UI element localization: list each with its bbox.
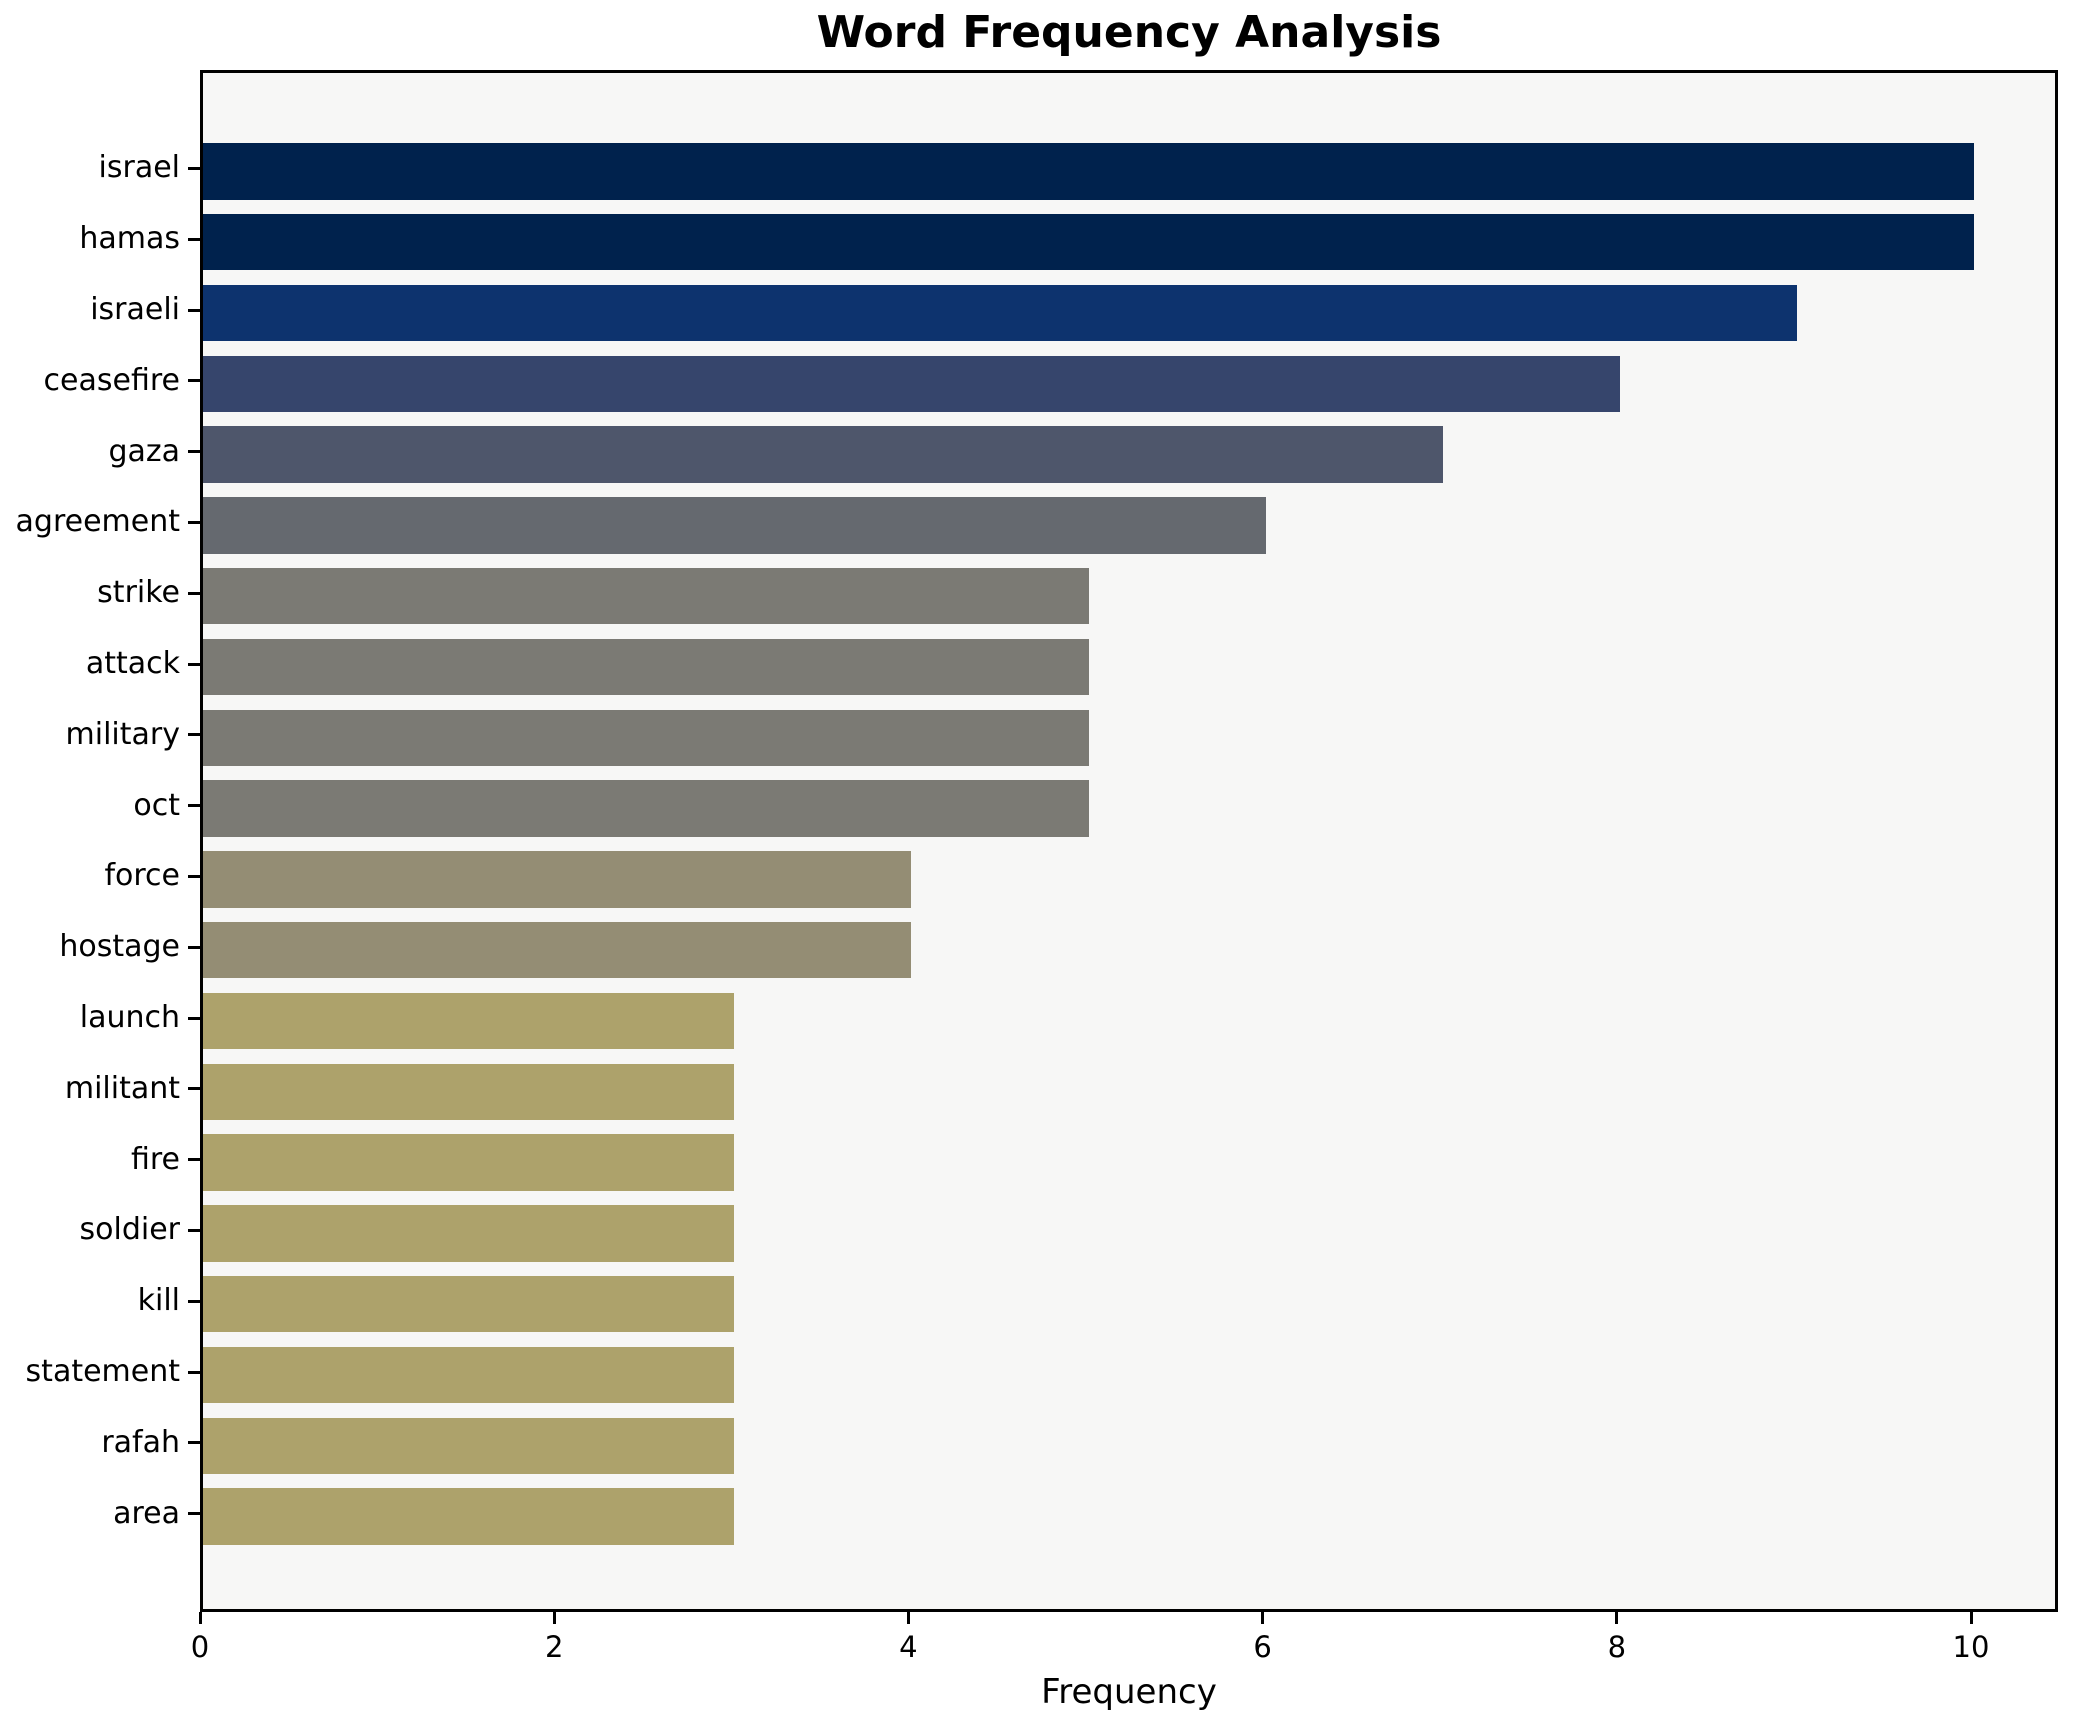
x-axis-label: Frequency: [1041, 1672, 1217, 1712]
y-tick-label-military: military: [65, 716, 180, 752]
bar-fire: [203, 1134, 735, 1191]
bar-force: [203, 851, 912, 908]
bar-statement: [203, 1346, 735, 1404]
x-tick-label-4: 4: [899, 1630, 918, 1664]
y-tick-label-israeli: israeli: [90, 292, 180, 327]
y-tick: [188, 874, 200, 878]
bar-strike: [203, 567, 1089, 625]
y-tick: [188, 166, 200, 170]
y-tick-label-area: area: [113, 1495, 180, 1531]
bar-agreement: [203, 497, 1266, 554]
y-tick: [188, 1441, 200, 1445]
y-tick-label-attack: attack: [85, 646, 180, 681]
x-tick-label-2: 2: [544, 1630, 564, 1664]
y-tick-label-gaza: gaza: [108, 433, 180, 469]
bar-gaza: [203, 426, 1443, 483]
x-tick-label-10: 10: [1952, 1630, 1990, 1664]
y-tick-label-kill: kill: [137, 1283, 180, 1319]
bar-militant: [203, 1063, 735, 1121]
y-tick: [188, 1158, 200, 1162]
y-tick: [188, 379, 200, 383]
y-tick: [188, 733, 200, 737]
chart-title: Word Frequency Analysis: [816, 7, 1442, 58]
y-tick-label-strike: strike: [97, 575, 180, 611]
x-tick: [1615, 1612, 1619, 1624]
y-tick: [188, 237, 200, 241]
y-tick: [188, 450, 200, 454]
y-tick-label-rafah: rafah: [101, 1424, 180, 1460]
y-tick: [188, 1299, 200, 1303]
bar-military: [203, 709, 1089, 767]
x-tick-label-6: 6: [1253, 1630, 1272, 1664]
x-tick: [1969, 1612, 1973, 1624]
bar-ceasefire: [203, 355, 1620, 413]
bar-israeli: [203, 284, 1797, 342]
y-tick-label-oct: oct: [133, 787, 180, 823]
y-tick: [188, 308, 200, 312]
bar-hamas: [203, 213, 1974, 271]
y-tick-label-militant: militant: [64, 1070, 180, 1106]
bar-soldier: [203, 1205, 735, 1262]
bar-launch: [203, 992, 735, 1050]
x-tick: [552, 1612, 556, 1624]
bar-area: [203, 1488, 735, 1545]
y-tick-label-ceasefire: ceasefire: [43, 362, 180, 398]
bar-israel: [203, 143, 1974, 200]
x-tick: [1261, 1612, 1265, 1624]
y-tick-label-launch: launch: [79, 1000, 180, 1035]
bar-rafah: [203, 1417, 735, 1475]
bar-attack: [203, 638, 1089, 696]
bar-oct: [203, 780, 1089, 837]
bar-kill: [203, 1275, 735, 1333]
y-tick: [188, 1228, 200, 1232]
y-tick-label-force: force: [104, 858, 180, 894]
y-tick-label-statement: statement: [25, 1354, 180, 1389]
y-tick: [188, 804, 200, 808]
x-tick: [198, 1612, 202, 1624]
y-tick-label-hamas: hamas: [79, 221, 180, 257]
y-tick: [188, 945, 200, 949]
y-tick: [188, 1016, 200, 1020]
y-tick: [188, 1370, 200, 1374]
x-tick: [906, 1612, 910, 1624]
y-tick: [188, 662, 200, 666]
y-tick: [188, 1512, 200, 1516]
y-tick-label-fire: fire: [130, 1141, 180, 1177]
y-tick-label-israel: israel: [98, 150, 180, 186]
y-tick: [188, 520, 200, 524]
y-tick: [188, 1087, 200, 1091]
y-tick-label-hostage: hostage: [59, 929, 180, 965]
x-tick-label-0: 0: [190, 1630, 210, 1664]
y-tick-label-soldier: soldier: [79, 1212, 181, 1248]
y-tick-label-agreement: agreement: [15, 504, 180, 540]
x-tick-label-8: 8: [1607, 1630, 1627, 1664]
plot-area: [200, 70, 2058, 1612]
bar-hostage: [203, 921, 912, 979]
y-tick: [188, 591, 200, 595]
